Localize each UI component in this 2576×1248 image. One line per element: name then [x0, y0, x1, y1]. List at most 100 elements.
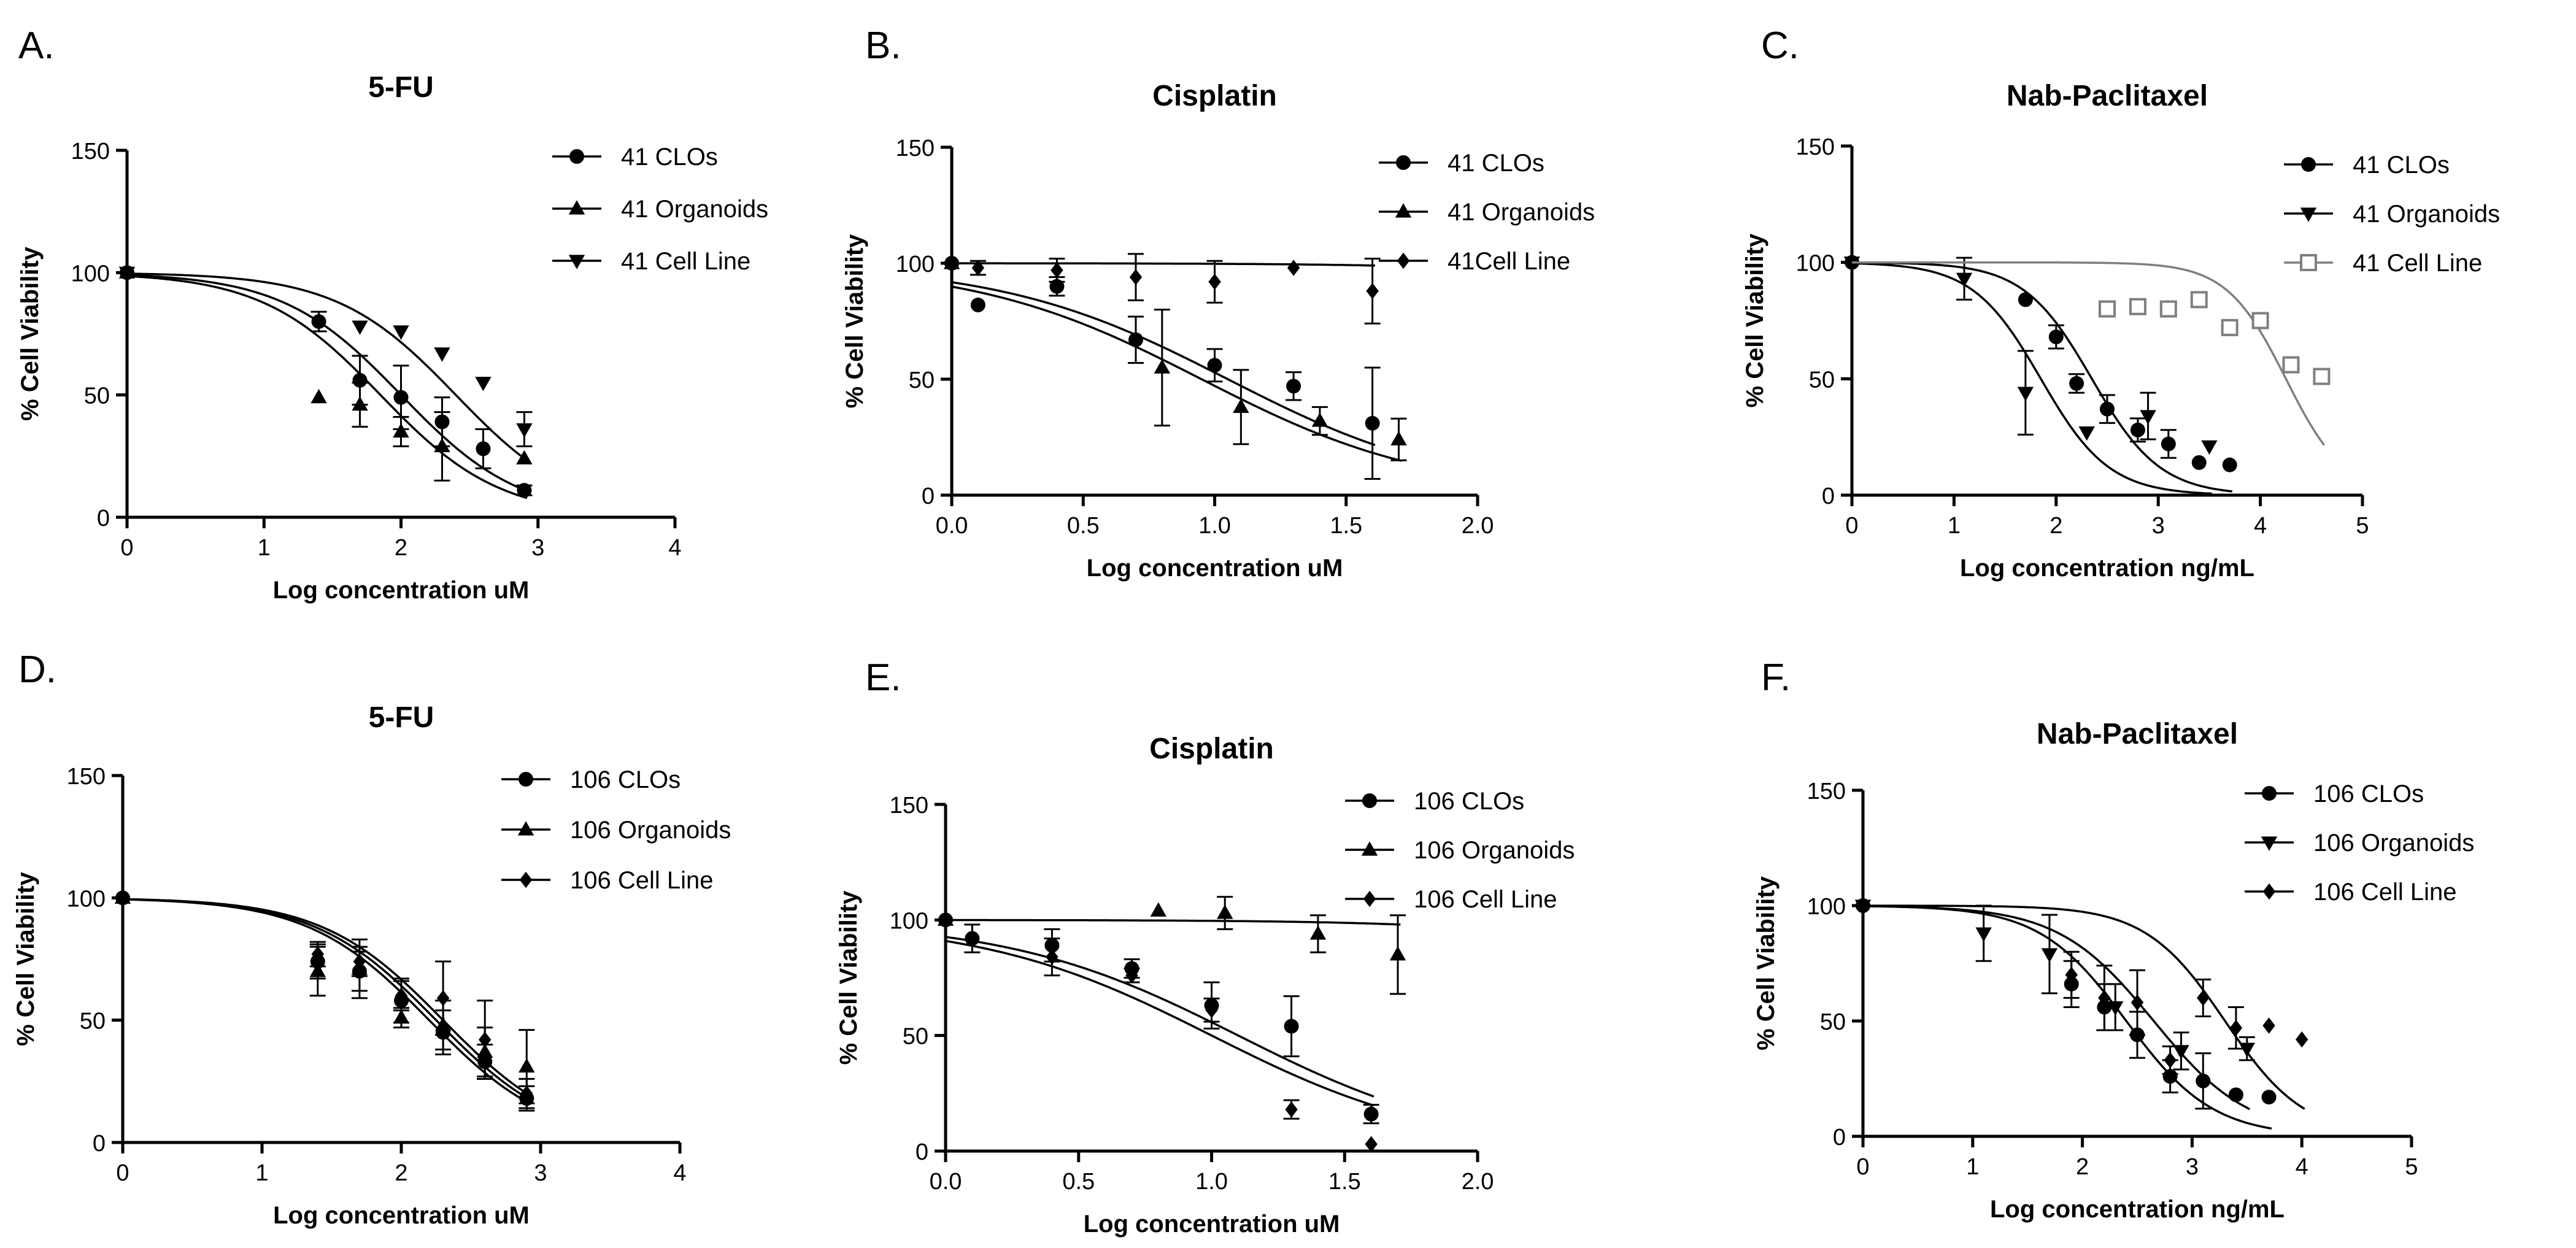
legend-label: 106 CLOs: [1414, 788, 1524, 815]
fit-curve: [1852, 261, 2232, 493]
data-point: [2048, 329, 2064, 345]
x-tick-label: 1.0: [1198, 513, 1231, 539]
legend-marker: [1363, 890, 1376, 907]
x-tick-label: 3: [534, 1160, 547, 1186]
y-tick-label: 100: [890, 908, 928, 934]
legend-label: 41 CLOs: [1448, 150, 1544, 177]
chart-panel-b: B. Cisplatin 0 50 100 150 0.0 0.5 1.0 1.5 2.0 Log c…: [841, 25, 1595, 582]
legend-entry: 106 Cell Line: [1345, 886, 1557, 913]
fit-curve: [126, 275, 528, 499]
legend-entry: 41 CLOs: [552, 144, 718, 171]
chart-title: 5-FU: [368, 71, 434, 104]
legend-label: 41Cell Line: [1448, 248, 1570, 275]
legend-entry: 106 Organoids: [501, 817, 731, 844]
y-tick-label: 0: [1822, 483, 1835, 509]
data-point: [2262, 1017, 2275, 1034]
x-tick-label: 1.5: [1330, 513, 1362, 539]
y-axis-label: % Cell Viability: [1741, 233, 1768, 408]
data-point: [1233, 398, 1249, 413]
data-point: [1365, 415, 1380, 431]
data-point: [939, 912, 952, 928]
fit-curve: [945, 939, 1375, 1107]
legend-entry: 41 Organoids: [1379, 199, 1595, 226]
legend-marker: [1361, 841, 1378, 856]
x-tick-label: 3: [531, 535, 544, 561]
panel-label: C.: [1761, 25, 1799, 67]
legend-marker: [2301, 157, 2316, 172]
legend-marker: [568, 255, 585, 269]
data-point: [2201, 440, 2218, 455]
data-point: [1154, 359, 1170, 374]
data-point: [2065, 966, 2078, 983]
y-tick-label: 0: [922, 483, 935, 509]
data-point: [1843, 256, 1861, 271]
series-41-clos: [120, 265, 533, 498]
data-point: [475, 377, 492, 391]
fit-curve: [1851, 262, 2212, 495]
chart-title: Cisplatin: [1149, 733, 1274, 765]
fit-curve: [1862, 905, 2251, 1111]
data-point: [1284, 1019, 1299, 1034]
panel-label: A.: [18, 25, 55, 67]
y-tick-label: 150: [1807, 779, 1846, 804]
legend-entry: 106 Organoids: [2245, 830, 2474, 857]
legend-label: 41 Organoids: [621, 196, 768, 223]
y-tick-label: 150: [1796, 134, 1835, 160]
legend-marker: [2300, 207, 2317, 222]
data-point: [395, 987, 408, 1004]
legend-marker: [2262, 883, 2276, 900]
x-axis-label: Log concentration uM: [273, 1202, 530, 1229]
legend-marker: [569, 149, 584, 164]
data-point: [434, 437, 450, 452]
x-tick-label: 0.0: [936, 513, 968, 539]
data-point: [2017, 387, 2034, 401]
data-point: [1051, 262, 1063, 279]
data-point: [1975, 927, 1992, 942]
chart-panel-e: E. Cisplatin 0 50 100 150 0.0 0.5 1.0 1.5 2.0 Log c…: [835, 657, 1575, 1238]
legend-entry: 41Cell Line: [1379, 248, 1570, 275]
data-point: [1046, 949, 1059, 965]
x-tick-label: 4: [673, 1160, 686, 1186]
data-point: [1856, 897, 1870, 914]
data-point: [2261, 1090, 2277, 1105]
x-tick-label: 3: [2152, 513, 2165, 539]
chart-panel-c: C. Nab-Paclitaxel 0 50 100 150 0 1 2 3 4 5 Log conce…: [1741, 25, 2500, 582]
y-axis-label: % Cell Viability: [12, 871, 39, 1046]
panel-label: D.: [18, 649, 56, 691]
legend-label: 106 Cell Line: [2313, 879, 2457, 906]
data-point: [1309, 925, 1327, 940]
y-axis-label: % Cell Viability: [17, 246, 44, 421]
x-tick-label: 2: [395, 535, 407, 561]
data-point: [2251, 312, 2269, 329]
y-tick-label: 0: [1833, 1125, 1846, 1150]
y-tick-label: 0: [916, 1139, 928, 1165]
data-point: [970, 298, 985, 313]
x-axis-label: Log concentration uM: [273, 577, 530, 604]
data-point: [945, 255, 958, 272]
data-point: [1366, 283, 1379, 299]
y-tick-label: 100: [1796, 251, 1835, 277]
data-point: [436, 990, 450, 1006]
data-point: [517, 483, 532, 498]
data-point: [1216, 904, 1233, 919]
data-point: [2107, 1001, 2124, 1016]
series-41cell-line: [945, 253, 1381, 325]
x-tick-label: 0: [120, 535, 133, 561]
data-point: [2282, 356, 2300, 374]
legend-label: 41 Cell Line: [2353, 250, 2482, 277]
panel-label: B.: [865, 25, 901, 67]
legend-entry: 106 CLOs: [2245, 780, 2424, 807]
data-point: [118, 266, 136, 282]
data-point: [2100, 401, 2115, 417]
x-tick-label: 1: [258, 535, 271, 561]
data-point: [2164, 1052, 2177, 1069]
data-point: [309, 963, 326, 977]
legend-label: 106 Organoids: [1414, 837, 1575, 864]
y-tick-label: 100: [67, 886, 106, 912]
y-tick-label: 150: [67, 764, 106, 790]
data-point: [1125, 967, 1138, 984]
x-tick-label: 1: [1966, 1154, 1979, 1180]
y-tick-label: 50: [903, 1024, 928, 1050]
x-tick-label: 2: [395, 1160, 407, 1186]
